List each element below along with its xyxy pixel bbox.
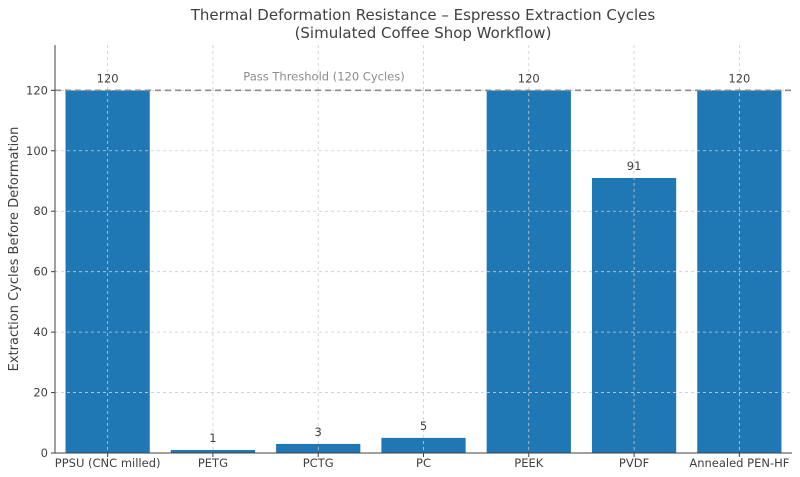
y-tick-label: 40 — [33, 325, 48, 339]
x-tick-label: PPSU (CNC milled) — [55, 456, 161, 470]
x-tick-label: PC — [416, 456, 431, 470]
y-tick-label: 0 — [41, 446, 48, 460]
data-label: 3 — [315, 425, 322, 439]
data-label: 5 — [420, 419, 427, 433]
x-tick-label: Annealed PEN-HF — [689, 456, 789, 470]
data-label: 91 — [627, 159, 642, 173]
data-label: 120 — [728, 71, 750, 85]
bar-3 — [381, 437, 466, 453]
data-label: 120 — [97, 71, 119, 85]
axes: 0 20 40 60 80 100 120 PPSU (CNC milled) PETG PCTG… — [26, 45, 792, 470]
threshold-line-group: Pass Threshold (120 Cycles) — [55, 69, 792, 92]
x-tick-label: PETG — [198, 456, 228, 470]
data-label: 1 — [209, 431, 216, 445]
y-tick-label: 120 — [26, 83, 48, 97]
y-tick-label: 100 — [26, 144, 48, 158]
data-label: 120 — [518, 71, 540, 85]
x-tick-label: PEEK — [514, 456, 543, 470]
chart-title-line2: (Simulated Coffee Shop Workflow) — [295, 24, 552, 42]
chart-title-line1: Thermal Deformation Resistance – Espress… — [190, 6, 656, 24]
bar-1 — [170, 449, 256, 453]
bar-0 — [65, 90, 150, 453]
y-tick-label: 80 — [33, 204, 48, 218]
x-tick-label: PVDF — [619, 456, 649, 470]
y-tick-label: 60 — [33, 265, 48, 279]
x-tick-label: PCTG — [303, 456, 334, 470]
gridlines — [55, 45, 792, 453]
y-tick-label: 20 — [33, 386, 48, 400]
threshold-label: Pass Threshold (120 Cycles) — [243, 69, 404, 83]
data-labels: 120 1 3 5 120 91 120 — [97, 71, 751, 445]
y-axis-label: Extraction Cycles Before Deformation — [7, 127, 22, 372]
